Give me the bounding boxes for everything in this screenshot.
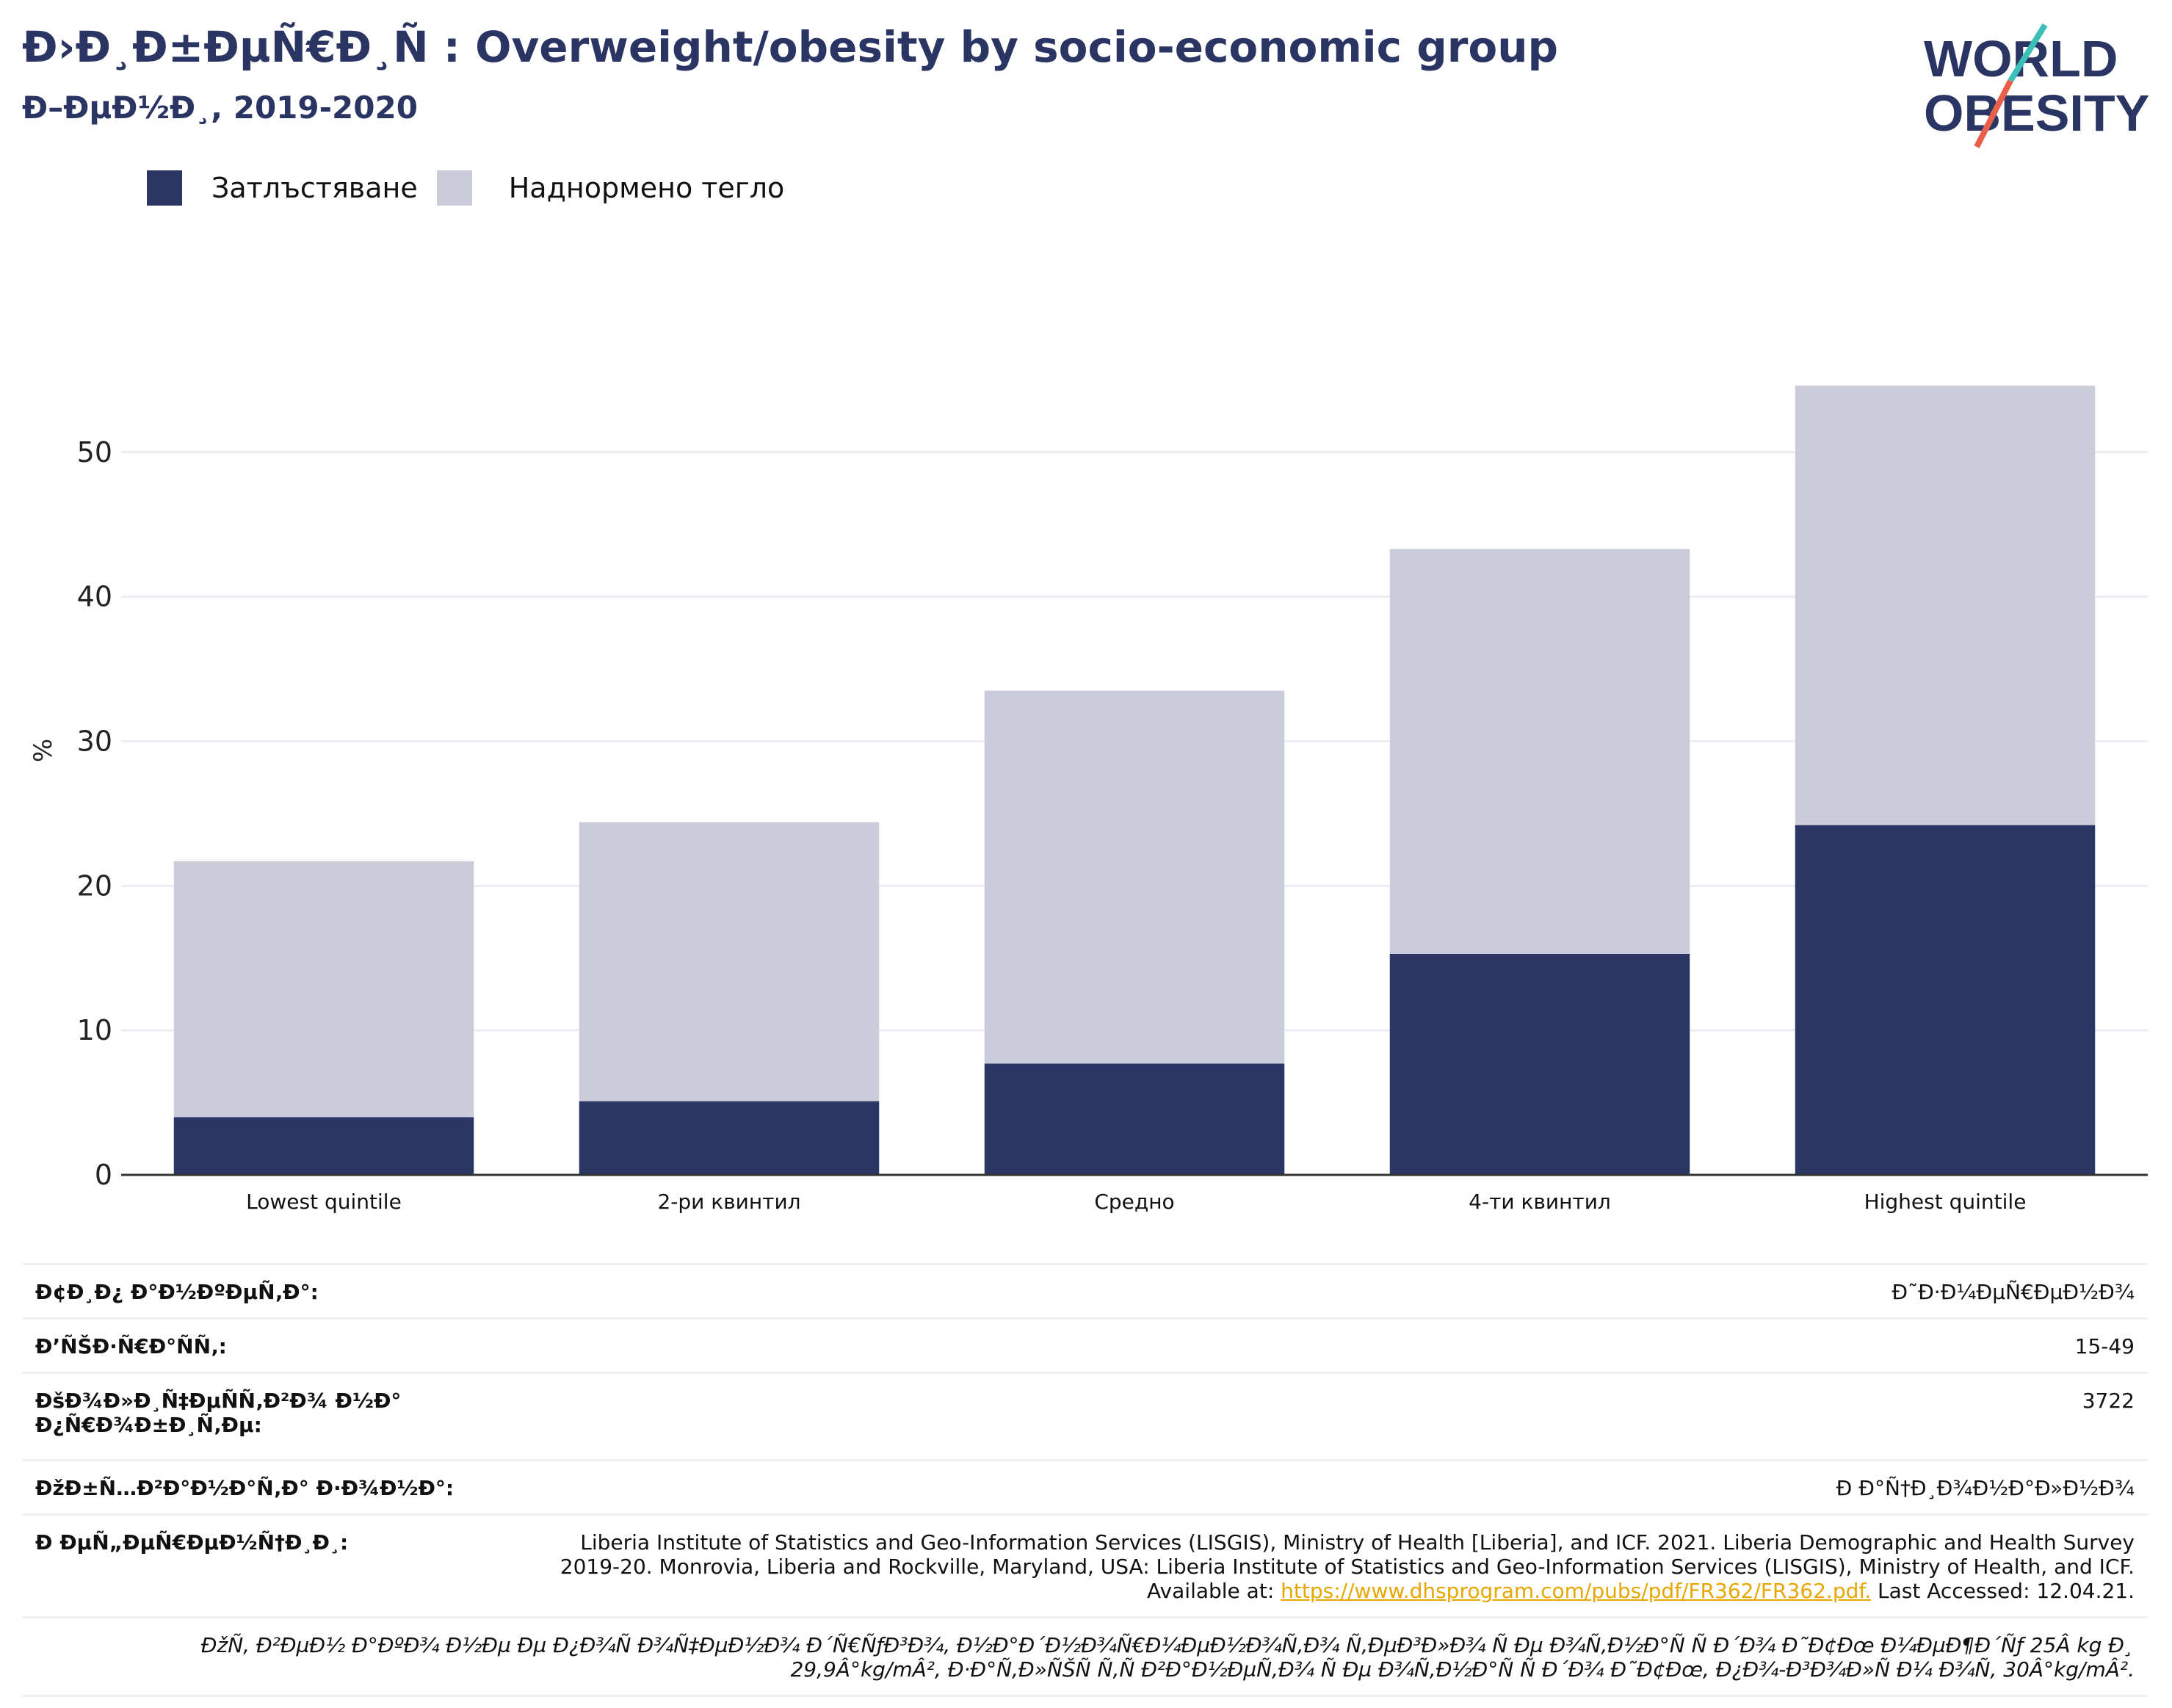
page-subtitle: Ð–ÐµÐ½Ð¸, 2019-2020 [22, 90, 418, 126]
info-table: Ð¢Ð¸Ð¿ Ð°Ð½ÐºÐµÑ‚Ð°: Ð˜Ð·Ð¼ÐµÑ€ÐµÐ½Ð¾ Ð’… [22, 1263, 2148, 1697]
y-tick-label: 40 [77, 581, 112, 613]
info-key: Ð ÐµÑ„ÐµÑ€ÐµÐ½Ñ†Ð¸Ð¸: [35, 1530, 349, 1555]
x-tick-label: Средно [1094, 1190, 1174, 1214]
bar-obesity [173, 1117, 474, 1175]
info-value: 15-49 [2074, 1334, 2135, 1358]
world-obesity-logo: WORLD OBESITY [1924, 23, 2149, 148]
y-tick-label: 50 [77, 436, 112, 468]
info-value: Ð˜Ð·Ð¼ÐµÑ€ÐµÐ½Ð¾ [1892, 1280, 2135, 1304]
info-row: Ð’ÑŠÐ·Ñ€Ð°ÑÑ‚: 15-49 [22, 1317, 2148, 1372]
info-key: Ð¢Ð¸Ð¿ Ð°Ð½ÐºÐµÑ‚Ð°: [35, 1280, 319, 1304]
bar-overweight [1389, 549, 1690, 954]
y-tick-label: 30 [77, 725, 112, 757]
legend-label-obesity: Затлъстяване [211, 172, 418, 204]
y-tick-label: 20 [77, 869, 112, 902]
bar-obesity [984, 1063, 1285, 1175]
legend-label-overweight: Наднормено тегло [508, 172, 785, 204]
info-key: ÐšÐ¾Ð»Ð¸Ñ‡ÐµÑÑ‚Ð²Ð¾ Ð½Ð° Ð¿Ñ€Ð¾Ð±Ð¸Ñ‚Ðµ: [35, 1389, 402, 1437]
logo-line-2: OBESITY [1924, 84, 2149, 142]
source-text: Liberia Institute of Statistics and Geo-… [556, 1530, 2135, 1603]
source-accessed: Last Accessed: 12.04.21. [1878, 1579, 2135, 1603]
logo-slash-orange [1974, 79, 2013, 148]
y-tick-label: 0 [95, 1159, 112, 1191]
info-row-note: ÐžÑ‚ Ð²ÐµÐ½ Ð°ÐºÐ¾ Ð½Ðµ Ðµ Ð¿Ð¾Ñ Ð¾Ñ‡ÐµÐ… [22, 1616, 2148, 1697]
x-tick-label: Lowest quintile [246, 1190, 402, 1214]
source-citation: Liberia Institute of Statistics and Geo-… [560, 1530, 2135, 1603]
y-axis-title: % [29, 739, 58, 762]
legend-swatch-obesity [147, 170, 182, 206]
x-tick-label: 4-ти квинтил [1469, 1190, 1611, 1214]
info-row: ÐšÐ¾Ð»Ð¸Ñ‡ÐµÑÑ‚Ð²Ð¾ Ð½Ð° Ð¿Ñ€Ð¾Ð±Ð¸Ñ‚Ðµ:… [22, 1372, 2148, 1459]
definition-note: ÐžÑ‚ Ð²ÐµÐ½ Ð°ÐºÐ¾ Ð½Ðµ Ðµ Ð¿Ð¾Ñ Ð¾Ñ‡ÐµÐ… [200, 1633, 2135, 1682]
info-value: 3722 [2082, 1389, 2135, 1413]
bar-chart: 0 10 20 30 40 50% Lowest quintile 2-ри квинтил С… [29, 386, 2148, 1214]
info-value: Ð Ð°Ñ†Ð¸Ð¾Ð½Ð°Ð»Ð½Ð¾ [1836, 1476, 2135, 1500]
bar-overweight [579, 822, 880, 1101]
chart-legend: Затлъстяване Наднормено тегло [147, 170, 803, 206]
bar-overweight [1795, 386, 2096, 825]
y-tick-label: 10 [77, 1014, 112, 1046]
legend-swatch-overweight [436, 170, 472, 206]
logo-slash-teal [2008, 23, 2048, 83]
bar-obesity [1795, 825, 2096, 1175]
bar-overweight [173, 861, 474, 1118]
source-link[interactable]: https://www.dhsprogram.com/pubs/pdf/FR36… [1281, 1579, 1872, 1603]
bar-overweight [984, 690, 1285, 1064]
x-tick-label: 2-ри квинтил [657, 1190, 800, 1214]
x-tick-label: Highest quintile [1864, 1190, 2027, 1214]
page-title: Ð›Ð¸Ð±ÐµÑ€Ð¸Ñ : Overweight/obesity by so… [22, 22, 1559, 72]
info-key: Ð’ÑŠÐ·Ñ€Ð°ÑÑ‚: [35, 1334, 227, 1358]
bar-obesity [579, 1101, 880, 1175]
bar-obesity [1389, 953, 1690, 1175]
info-row: Ð¢Ð¸Ð¿ Ð°Ð½ÐºÐµÑ‚Ð°: Ð˜Ð·Ð¼ÐµÑ€ÐµÐ½Ð¾ [22, 1263, 2148, 1317]
info-row-source: Ð ÐµÑ„ÐµÑ€ÐµÐ½Ñ†Ð¸Ð¸: Liberia Institute … [22, 1513, 2148, 1616]
info-row: ÐžÐ±Ñ…Ð²Ð°Ð½Ð°Ñ‚Ð° Ð·Ð¾Ð½Ð°: Ð Ð°Ñ†Ð¸Ð¾Ð… [22, 1459, 2148, 1513]
info-key: ÐžÐ±Ñ…Ð²Ð°Ð½Ð°Ñ‚Ð° Ð·Ð¾Ð½Ð°: [35, 1476, 455, 1500]
